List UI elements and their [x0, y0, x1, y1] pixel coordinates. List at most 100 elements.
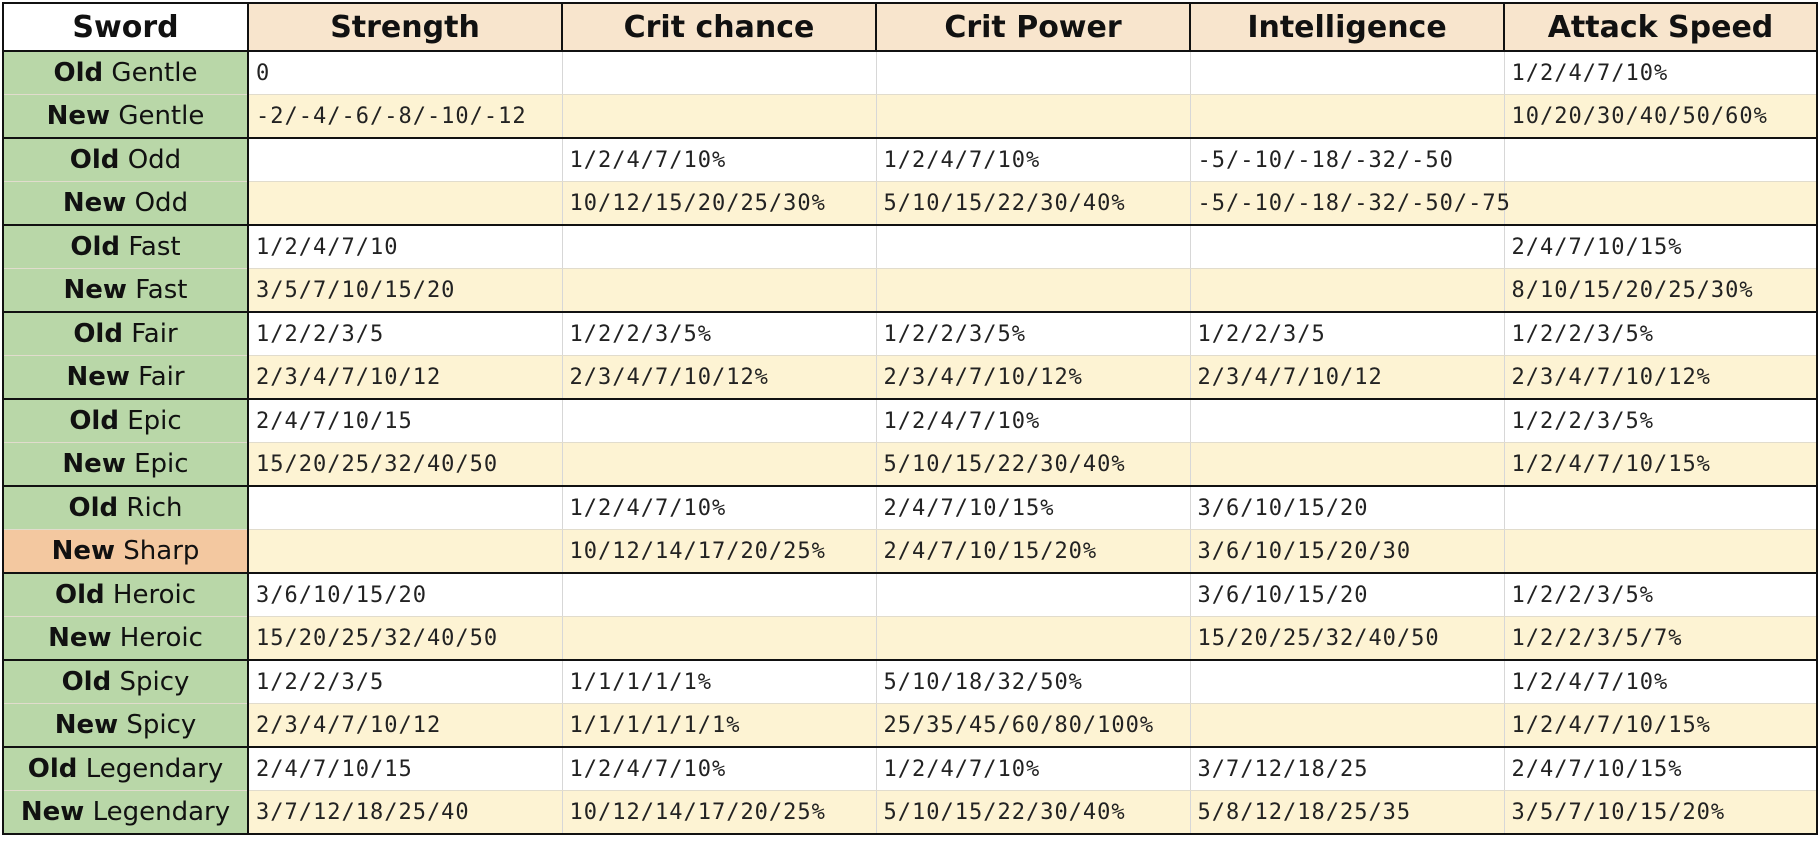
sword-name-cell: Old Gentle	[2, 50, 249, 95]
stat-cell-crit-chance	[561, 572, 877, 617]
stat-cell-crit-power: 2/4/7/10/15/20%	[875, 529, 1191, 574]
stat-cell-crit-power: 1/2/4/7/10%	[875, 398, 1191, 443]
stat-cell-crit-chance: 1/2/2/3/5%	[561, 311, 877, 356]
stat-cell-crit-chance	[561, 616, 877, 661]
stat-cell-crit-chance	[561, 50, 877, 95]
stat-cell-attack-speed: 2/4/7/10/15%	[1503, 746, 1818, 791]
stat-cell-attack-speed: 1/2/4/7/10%	[1503, 659, 1818, 704]
stat-cell-crit-power	[875, 50, 1191, 95]
stat-cell-crit-chance: 1/1/1/1/1/1%	[561, 703, 877, 748]
stat-cell-strength: 15/20/25/32/40/50	[247, 616, 563, 661]
sword-name-label: Legendary	[85, 754, 224, 784]
stat-cell-attack-speed: 1/2/4/7/10/15%	[1503, 703, 1818, 748]
stat-cell-attack-speed: 1/2/2/3/5%	[1503, 572, 1818, 617]
stat-cell-attack-speed: 1/2/2/3/5%	[1503, 398, 1818, 443]
stat-cell-attack-speed: 3/5/7/10/15/20%	[1503, 790, 1818, 835]
stat-cell-crit-chance: 1/2/4/7/10%	[561, 746, 877, 791]
sword-version-label: New	[62, 188, 127, 218]
stat-cell-attack-speed: 2/4/7/10/15%	[1503, 224, 1818, 269]
stat-cell-intelligence: 2/3/4/7/10/12	[1189, 355, 1505, 400]
stat-cell-crit-chance	[561, 398, 877, 443]
sword-name-cell: Old Rich	[2, 485, 249, 530]
sword-name-label: Fair	[131, 319, 178, 349]
sword-name-cell: Old Heroic	[2, 572, 249, 617]
stat-cell-crit-chance	[561, 224, 877, 269]
sword-version-label: Old	[61, 667, 112, 697]
table-row: Old Fair 1/2/2/3/5 1/2/2/3/5% 1/2/2/3/5% 1/2…	[2, 311, 1818, 356]
sword-version-label: Old	[70, 232, 121, 262]
sword-name-label: Odd	[134, 188, 189, 218]
stat-cell-intelligence	[1189, 94, 1505, 139]
table-row: Old Odd 1/2/4/7/10% 1/2/4/7/10% -5/-10/-18/…	[2, 137, 1818, 182]
stat-cell-attack-speed	[1503, 181, 1818, 226]
header-row: Sword Strength Crit chance Crit Power In…	[2, 2, 1818, 52]
sword-version-label: Old	[69, 406, 119, 436]
sword-name-cell: Old Odd	[2, 137, 249, 182]
stat-cell-intelligence	[1189, 268, 1505, 313]
stat-cell-intelligence: 3/6/10/15/20/30	[1189, 529, 1505, 574]
stat-cell-strength	[247, 137, 563, 182]
sword-version-label: Old	[73, 319, 123, 349]
stat-cell-attack-speed: 1/2/4/7/10/15%	[1503, 442, 1818, 487]
stat-cell-crit-chance: 1/2/4/7/10%	[561, 137, 877, 182]
sword-name-cell: New Heroic	[2, 616, 249, 661]
sword-version-label: New	[46, 101, 111, 131]
sword-name-cell: New Fair	[2, 355, 249, 400]
sword-version-label: New	[54, 710, 119, 740]
sword-name-cell: New Legendary	[2, 790, 249, 835]
stat-cell-intelligence: 3/7/12/18/25	[1189, 746, 1505, 791]
stat-cell-crit-power: 1/2/4/7/10%	[875, 137, 1191, 182]
stat-cell-intelligence: 1/2/2/3/5	[1189, 311, 1505, 356]
stat-cell-crit-power: 1/2/4/7/10%	[875, 746, 1191, 791]
sword-version-label: New	[63, 275, 127, 305]
stat-cell-intelligence	[1189, 442, 1505, 487]
stat-cell-crit-chance: 10/12/14/17/20/25%	[561, 529, 877, 574]
sword-name-cell: Old Legendary	[2, 746, 249, 791]
table-row: New Spicy 2/3/4/7/10/12 1/1/1/1/1/1% 25/35/…	[2, 703, 1818, 748]
sword-name-cell: New Epic	[2, 442, 249, 487]
stat-cell-attack-speed	[1503, 529, 1818, 574]
table-row: Old Fast 1/2/4/7/10 2/4/7/10/15%	[2, 224, 1818, 269]
sword-name-cell: New Odd	[2, 181, 249, 226]
sword-name-cell: New Fast	[2, 268, 249, 313]
sword-version-label: New	[20, 797, 85, 827]
stat-cell-strength: 3/5/7/10/15/20	[247, 268, 563, 313]
sword-version-label: Old	[27, 754, 78, 784]
sword-version-label: New	[48, 623, 112, 653]
stat-cell-attack-speed: 8/10/15/20/25/30%	[1503, 268, 1818, 313]
stat-cell-crit-power	[875, 268, 1191, 313]
sword-name-cell: New Spicy	[2, 703, 249, 748]
stat-cell-crit-power: 25/35/45/60/80/100%	[875, 703, 1191, 748]
stat-cell-intelligence	[1189, 703, 1505, 748]
header-strength: Strength	[247, 2, 563, 52]
sword-name-label: Epic	[134, 449, 189, 479]
stat-cell-intelligence	[1189, 659, 1505, 704]
stat-cell-crit-power: 5/10/15/22/30/40%	[875, 442, 1191, 487]
stat-cell-strength: 1/2/2/3/5	[247, 659, 563, 704]
sword-version-label: Old	[55, 580, 105, 610]
table-row: New Fast 3/5/7/10/15/20 8/10/15/20/25/30%	[2, 268, 1818, 313]
stat-cell-crit-power: 5/10/15/22/30/40%	[875, 181, 1191, 226]
stat-cell-intelligence: 3/6/10/15/20	[1189, 572, 1505, 617]
stat-cell-strength: 1/2/2/3/5	[247, 311, 563, 356]
table-row: Old Heroic 3/6/10/15/20 3/6/10/15/20 1/2/2/…	[2, 572, 1818, 617]
stat-cell-strength: 2/3/4/7/10/12	[247, 355, 563, 400]
sword-name-label: Odd	[127, 145, 182, 175]
table-row: New Epic 15/20/25/32/40/50 5/10/15/22/30/4…	[2, 442, 1818, 487]
table-row: Old Rich 1/2/4/7/10% 2/4/7/10/15% 3/6/10/15…	[2, 485, 1818, 530]
stat-cell-crit-chance: 10/12/15/20/25/30%	[561, 181, 877, 226]
stat-cell-attack-speed: 2/3/4/7/10/12%	[1503, 355, 1818, 400]
sword-name-cell: Old Spicy	[2, 659, 249, 704]
stat-cell-attack-speed: 1/2/2/3/5/7%	[1503, 616, 1818, 661]
stat-cell-strength	[247, 529, 563, 574]
stat-cell-crit-chance: 1/2/4/7/10%	[561, 485, 877, 530]
stat-cell-crit-power: 2/3/4/7/10/12%	[875, 355, 1191, 400]
stat-cell-attack-speed: 1/2/2/3/5%	[1503, 311, 1818, 356]
sword-name-label: Sharp	[123, 536, 200, 566]
table-row: New Sharp 10/12/14/17/20/25% 2/4/7/10/15/2…	[2, 529, 1818, 574]
stat-cell-intelligence	[1189, 50, 1505, 95]
table-row: Old Legendary 2/4/7/10/15 1/2/4/7/10% 1/2/4…	[2, 746, 1818, 791]
stat-cell-strength: 2/3/4/7/10/12	[247, 703, 563, 748]
sword-version-label: New	[51, 536, 116, 566]
